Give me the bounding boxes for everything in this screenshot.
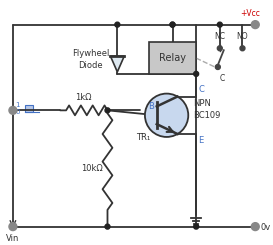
Bar <box>25 105 32 112</box>
Text: 1kΩ: 1kΩ <box>76 94 92 102</box>
Text: 0v: 0v <box>260 223 271 232</box>
Text: Vin: Vin <box>6 234 20 244</box>
Text: 10kΩ: 10kΩ <box>81 164 103 173</box>
Text: Flywheel
Diode: Flywheel Diode <box>72 49 109 70</box>
Text: C: C <box>198 85 204 94</box>
Circle shape <box>194 224 199 229</box>
Circle shape <box>9 106 17 114</box>
Circle shape <box>105 224 110 229</box>
Text: NC: NC <box>214 32 225 41</box>
Circle shape <box>251 223 259 231</box>
Circle shape <box>251 21 259 29</box>
Polygon shape <box>111 56 124 72</box>
Circle shape <box>194 72 199 76</box>
Circle shape <box>170 22 175 27</box>
Circle shape <box>145 94 188 137</box>
Text: E: E <box>198 136 203 145</box>
Text: NPN
BC109: NPN BC109 <box>193 99 221 120</box>
Circle shape <box>105 108 110 113</box>
Circle shape <box>115 22 120 27</box>
Circle shape <box>9 223 17 231</box>
Text: C: C <box>219 74 224 83</box>
FancyBboxPatch shape <box>149 42 196 74</box>
Circle shape <box>217 46 222 51</box>
Circle shape <box>217 22 222 27</box>
Text: TR₁: TR₁ <box>136 133 150 142</box>
Text: 1: 1 <box>15 102 20 108</box>
Text: NO: NO <box>237 32 248 41</box>
Text: +Vcc: +Vcc <box>241 9 260 18</box>
Circle shape <box>170 22 175 27</box>
Text: Relay: Relay <box>159 53 186 63</box>
Text: 0: 0 <box>15 109 20 115</box>
Text: B: B <box>148 102 154 111</box>
Circle shape <box>240 46 245 51</box>
Circle shape <box>215 64 220 70</box>
